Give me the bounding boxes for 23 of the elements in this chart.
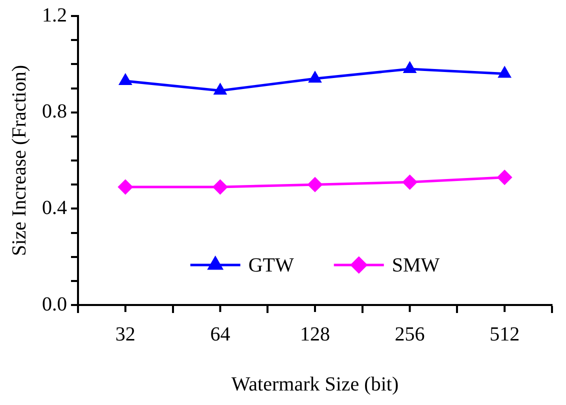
x-axis-title: Watermark Size (bit) bbox=[231, 373, 399, 396]
x-tick-label: 512 bbox=[490, 323, 520, 346]
y-tick-label: 1.2 bbox=[42, 4, 67, 26]
x-tick-label: 128 bbox=[300, 323, 330, 346]
point bbox=[402, 174, 418, 190]
legend-label: GTW bbox=[248, 254, 294, 276]
x-tick-label: 64 bbox=[210, 323, 230, 346]
x-tick-label: 32 bbox=[115, 323, 136, 346]
point bbox=[497, 170, 512, 185]
point bbox=[308, 71, 322, 83]
point bbox=[308, 177, 322, 192]
legend-label: SMW bbox=[392, 254, 440, 276]
point bbox=[214, 83, 227, 95]
y-tick-label: 0.4 bbox=[42, 196, 67, 219]
point bbox=[118, 179, 133, 194]
point bbox=[118, 74, 132, 86]
point bbox=[498, 66, 512, 78]
y-tick-label: 0.0 bbox=[42, 293, 67, 316]
y-tick-label: 0.8 bbox=[42, 100, 67, 123]
x-tick-label: 256 bbox=[394, 323, 425, 346]
point bbox=[212, 179, 228, 194]
y-axis-title: Size Increase (Fraction) bbox=[8, 64, 30, 256]
point bbox=[403, 61, 416, 73]
